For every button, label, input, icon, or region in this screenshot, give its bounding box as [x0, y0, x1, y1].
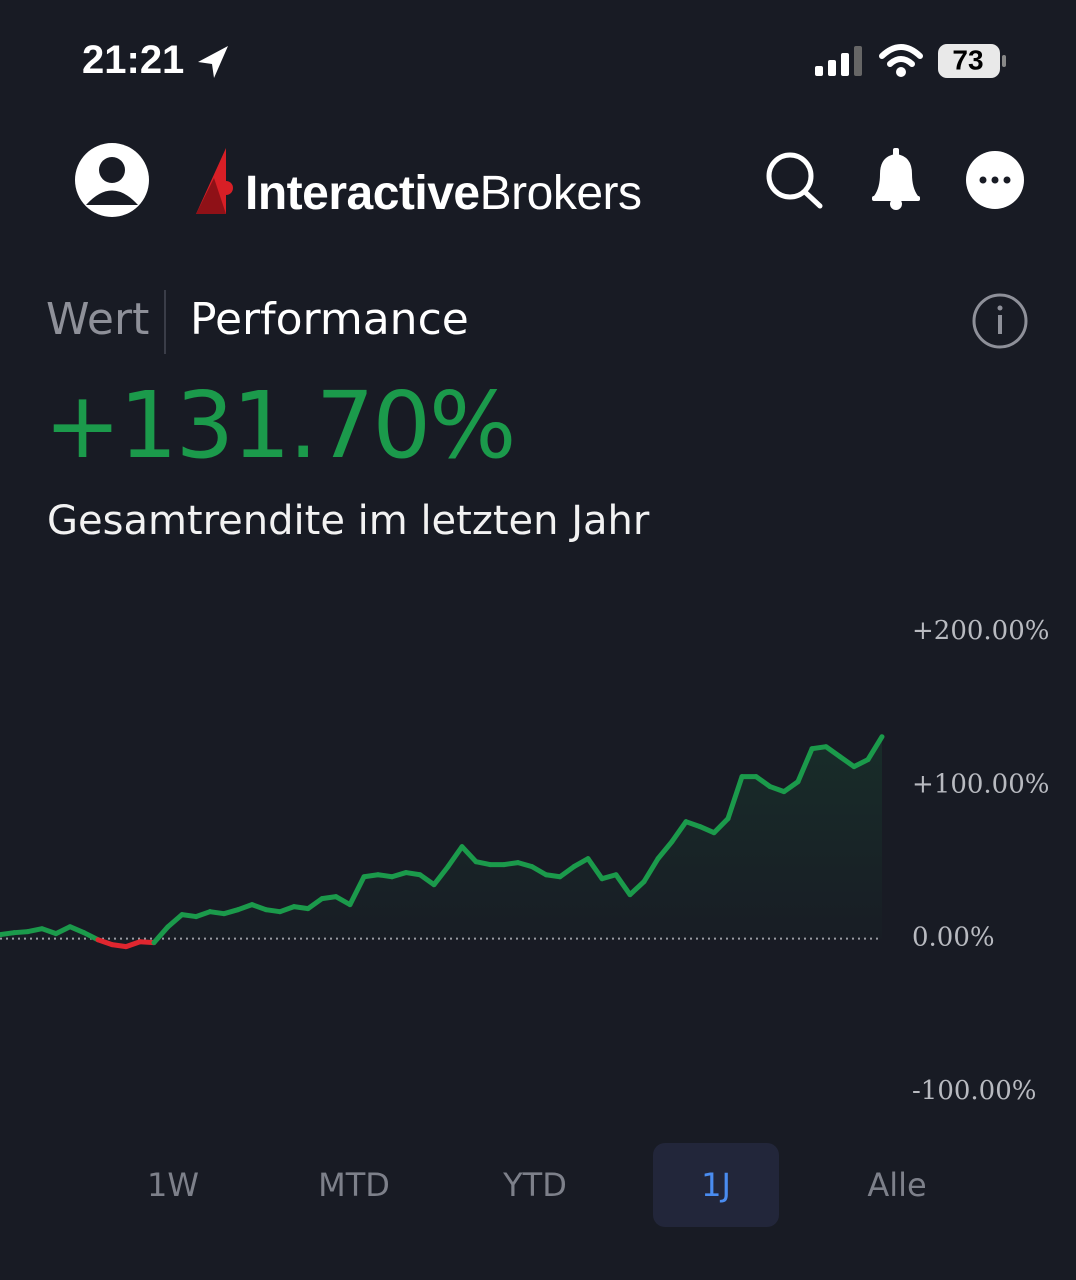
info-button[interactable] — [972, 293, 1028, 349]
line-segment — [417, 872, 437, 888]
line-segment — [431, 864, 451, 888]
battery-tip — [1002, 55, 1006, 67]
line-segment — [711, 816, 731, 836]
brand: InteractiveBrokers — [245, 166, 642, 221]
line-segment — [613, 872, 633, 898]
line-segment — [165, 912, 185, 930]
range-button[interactable]: 1J — [653, 1143, 779, 1227]
y-tick-label: +100.00% — [912, 769, 1049, 799]
range-button[interactable]: MTD — [318, 1166, 390, 1204]
signal-icon — [815, 46, 862, 76]
line-segment — [725, 774, 745, 822]
return-caption: Gesamtrendite im letzten Jahr — [47, 498, 650, 544]
range-button[interactable]: YTD — [503, 1166, 567, 1204]
battery-level: 73 — [952, 44, 983, 75]
line-segment — [781, 779, 801, 795]
line-segment — [53, 924, 73, 937]
battery-icon — [938, 44, 1000, 78]
line-segment — [851, 757, 871, 770]
line-segment — [347, 874, 367, 908]
brand-bold: Interactive — [245, 167, 480, 220]
tab-divider — [164, 290, 166, 354]
status-time: 21:21 — [82, 38, 185, 82]
wifi-icon — [879, 44, 923, 77]
area-fill — [0, 736, 882, 947]
line-segment — [557, 864, 577, 880]
y-tick-label: 0.00% — [912, 923, 995, 953]
line-segment — [753, 774, 773, 790]
line-segment — [333, 894, 353, 908]
logo-mark — [196, 148, 233, 214]
line-segment — [795, 746, 815, 785]
line-segment — [67, 924, 87, 936]
line-segment — [445, 844, 465, 870]
y-tick-label: +200.00% — [912, 616, 1049, 646]
brand-regular: Brokers — [479, 167, 642, 220]
range-button[interactable]: Alle — [867, 1166, 927, 1204]
line-segment — [305, 896, 325, 912]
line-segment — [529, 864, 549, 878]
line-segment — [837, 754, 857, 770]
line-segment — [669, 819, 689, 845]
range-button[interactable]: 1W — [147, 1166, 199, 1204]
total-return: +131.70% — [44, 372, 516, 479]
more-button[interactable] — [966, 151, 1024, 209]
tab[interactable]: Wert — [46, 294, 150, 345]
line-segment — [585, 856, 605, 882]
notifications-button[interactable] — [872, 148, 920, 210]
line-segment — [459, 844, 479, 865]
line-segment — [627, 879, 647, 898]
y-tick-label: -100.00% — [912, 1076, 1036, 1106]
line-segment — [697, 824, 717, 836]
line-segment — [865, 734, 885, 763]
line-segment — [641, 856, 661, 885]
location-icon — [198, 46, 228, 78]
tab[interactable]: Performance — [190, 294, 469, 345]
line-segment — [151, 924, 171, 946]
line-segment — [81, 930, 101, 943]
line-segment — [571, 856, 591, 870]
profile-button[interactable] — [75, 143, 149, 217]
range-selector: 1W MTD YTD 1J Alle — [110, 1143, 960, 1227]
search-button[interactable] — [766, 152, 823, 209]
line-segment — [655, 839, 675, 862]
line-segment — [823, 744, 843, 760]
